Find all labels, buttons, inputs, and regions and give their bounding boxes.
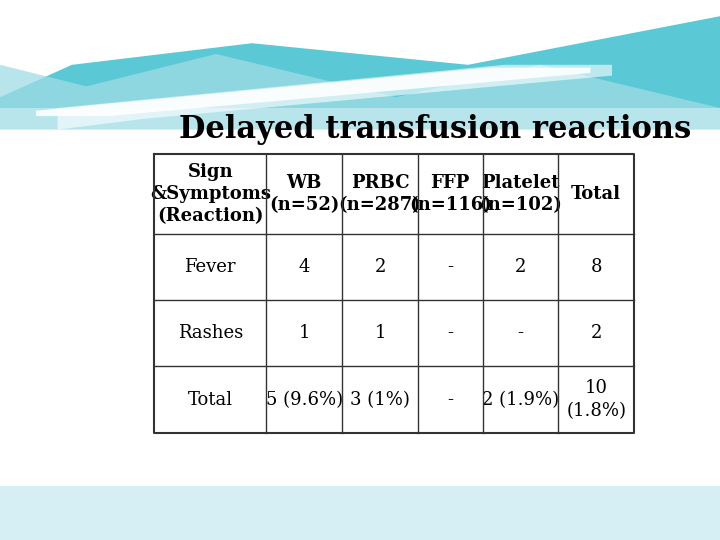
- Bar: [482, 154, 558, 234]
- Bar: [266, 366, 342, 433]
- Text: 2 (1.9%): 2 (1.9%): [482, 390, 559, 409]
- Text: Platelet
(n=102): Platelet (n=102): [479, 174, 562, 214]
- Bar: [482, 234, 558, 300]
- Bar: [342, 300, 418, 366]
- Bar: [558, 234, 634, 300]
- Text: WB
(n=52): WB (n=52): [269, 174, 340, 214]
- Bar: [482, 300, 558, 366]
- Text: Fever: Fever: [184, 258, 236, 276]
- Polygon shape: [36, 68, 590, 116]
- Text: 4: 4: [299, 258, 310, 276]
- Text: -: -: [518, 324, 523, 342]
- Text: FFP
(n=116): FFP (n=116): [409, 174, 492, 214]
- Text: Total: Total: [571, 185, 621, 203]
- Bar: [418, 300, 482, 366]
- Text: 8: 8: [590, 258, 602, 276]
- Bar: [342, 154, 418, 234]
- Text: 2: 2: [590, 324, 602, 342]
- Bar: [0, 486, 720, 540]
- Text: Sign
&Symptoms
(Reaction): Sign &Symptoms (Reaction): [150, 163, 271, 225]
- Bar: [418, 366, 482, 433]
- Text: -: -: [447, 390, 453, 409]
- Bar: [418, 234, 482, 300]
- Polygon shape: [58, 65, 612, 130]
- Bar: [482, 366, 558, 433]
- Text: Delayed transfusion reactions: Delayed transfusion reactions: [179, 114, 691, 145]
- Text: -: -: [447, 324, 453, 342]
- Text: 2: 2: [374, 258, 386, 276]
- Bar: [154, 154, 266, 234]
- Bar: [558, 366, 634, 433]
- Polygon shape: [0, 0, 720, 97]
- Text: Total: Total: [188, 390, 233, 409]
- Polygon shape: [0, 54, 720, 130]
- Bar: [266, 300, 342, 366]
- Bar: [558, 300, 634, 366]
- Text: 3 (1%): 3 (1%): [350, 390, 410, 409]
- Text: PRBC
(n=287): PRBC (n=287): [338, 174, 421, 214]
- Bar: [0, 0, 720, 108]
- Text: 10
(1.8%): 10 (1.8%): [566, 380, 626, 420]
- Text: 1: 1: [299, 324, 310, 342]
- Bar: [154, 366, 266, 433]
- Bar: [558, 154, 634, 234]
- Text: 1: 1: [374, 324, 386, 342]
- Bar: [342, 234, 418, 300]
- Bar: [266, 154, 342, 234]
- Text: 5 (9.6%): 5 (9.6%): [266, 390, 343, 409]
- Bar: [154, 300, 266, 366]
- Text: Rashes: Rashes: [178, 324, 243, 342]
- Bar: [266, 234, 342, 300]
- Text: -: -: [447, 258, 453, 276]
- Bar: [418, 154, 482, 234]
- Text: 2: 2: [515, 258, 526, 276]
- Bar: [154, 234, 266, 300]
- Bar: [342, 366, 418, 433]
